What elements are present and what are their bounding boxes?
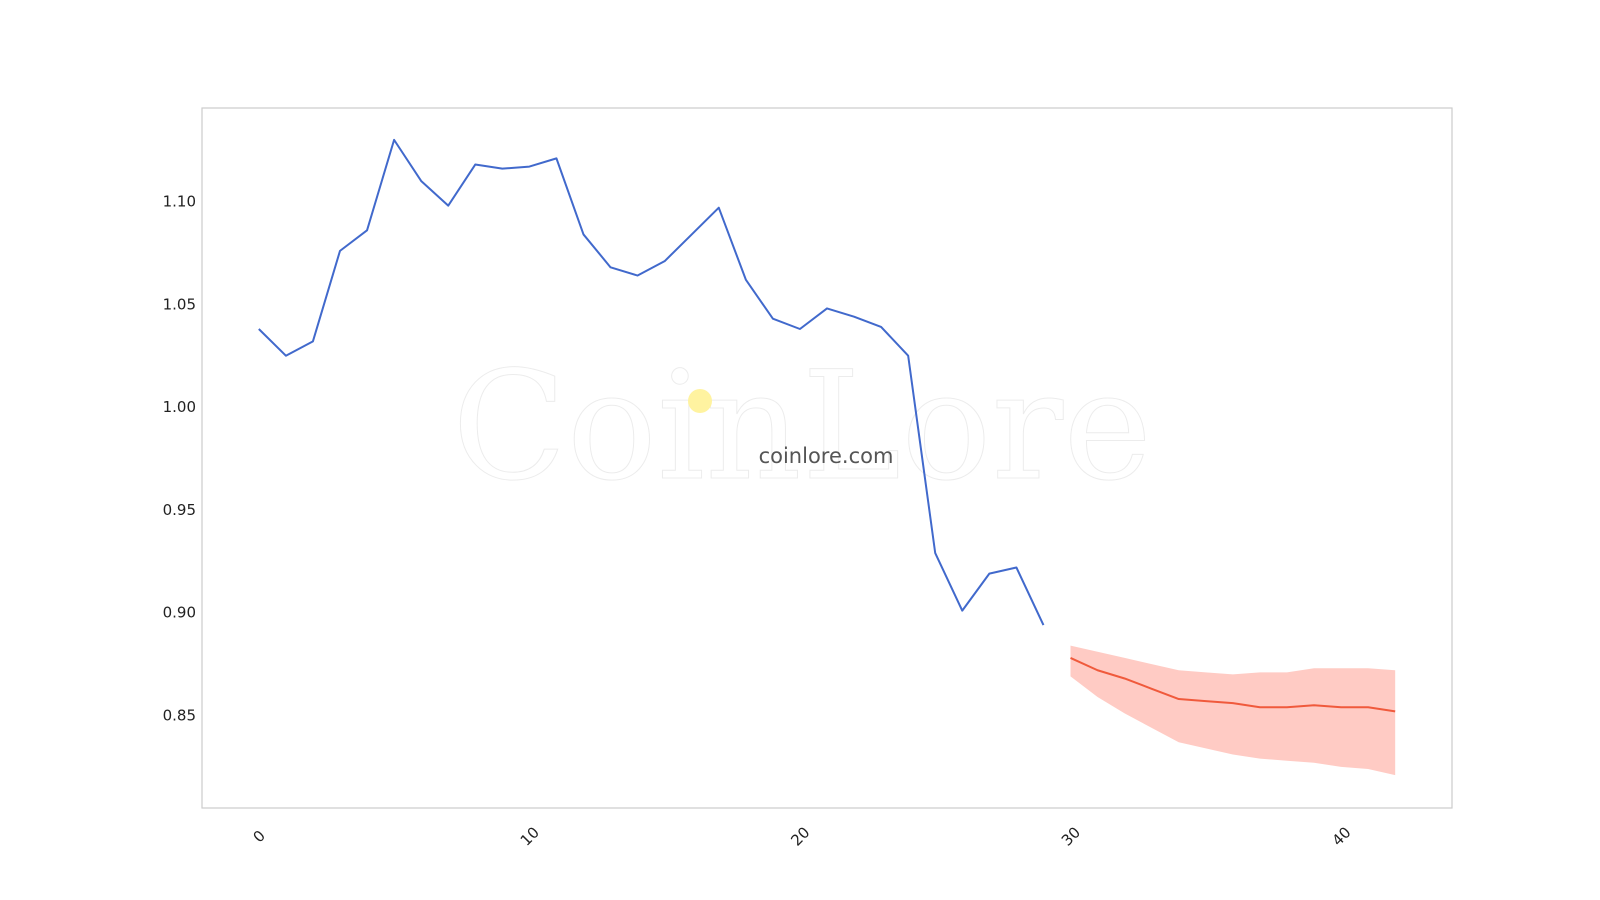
watermark-brand: CoinLore xyxy=(452,340,1152,514)
history-price-line xyxy=(258,138,1045,626)
forecast-confidence-band xyxy=(1070,645,1396,776)
x-tick-label: 20 xyxy=(787,823,813,849)
y-axis-ticks: 0.85 0.90 0.95 1.00 1.05 1.10 xyxy=(163,193,196,725)
watermark: CoinLore coinlore.com xyxy=(451,340,1152,515)
y-tick-label: 1.05 xyxy=(163,295,196,313)
y-tick-label: 0.85 xyxy=(163,706,196,724)
y-tick-label: 1.00 xyxy=(163,398,196,416)
y-tick-label: 0.90 xyxy=(163,604,196,622)
x-tick-label: 0 xyxy=(250,827,269,846)
watermark-site: coinlore.com xyxy=(759,444,894,468)
y-tick-label: 1.10 xyxy=(163,193,196,211)
forecast-price-line xyxy=(1070,657,1396,713)
watermark-dot xyxy=(688,389,712,413)
x-axis-ticks: 0 10 20 30 40 xyxy=(250,823,1355,849)
x-tick-label: 10 xyxy=(517,823,543,849)
y-tick-label: 0.95 xyxy=(163,501,196,519)
series-layer xyxy=(258,138,1396,776)
x-tick-label: 40 xyxy=(1328,823,1354,849)
plot-frame xyxy=(201,107,1453,809)
x-tick-label: 30 xyxy=(1058,823,1084,849)
